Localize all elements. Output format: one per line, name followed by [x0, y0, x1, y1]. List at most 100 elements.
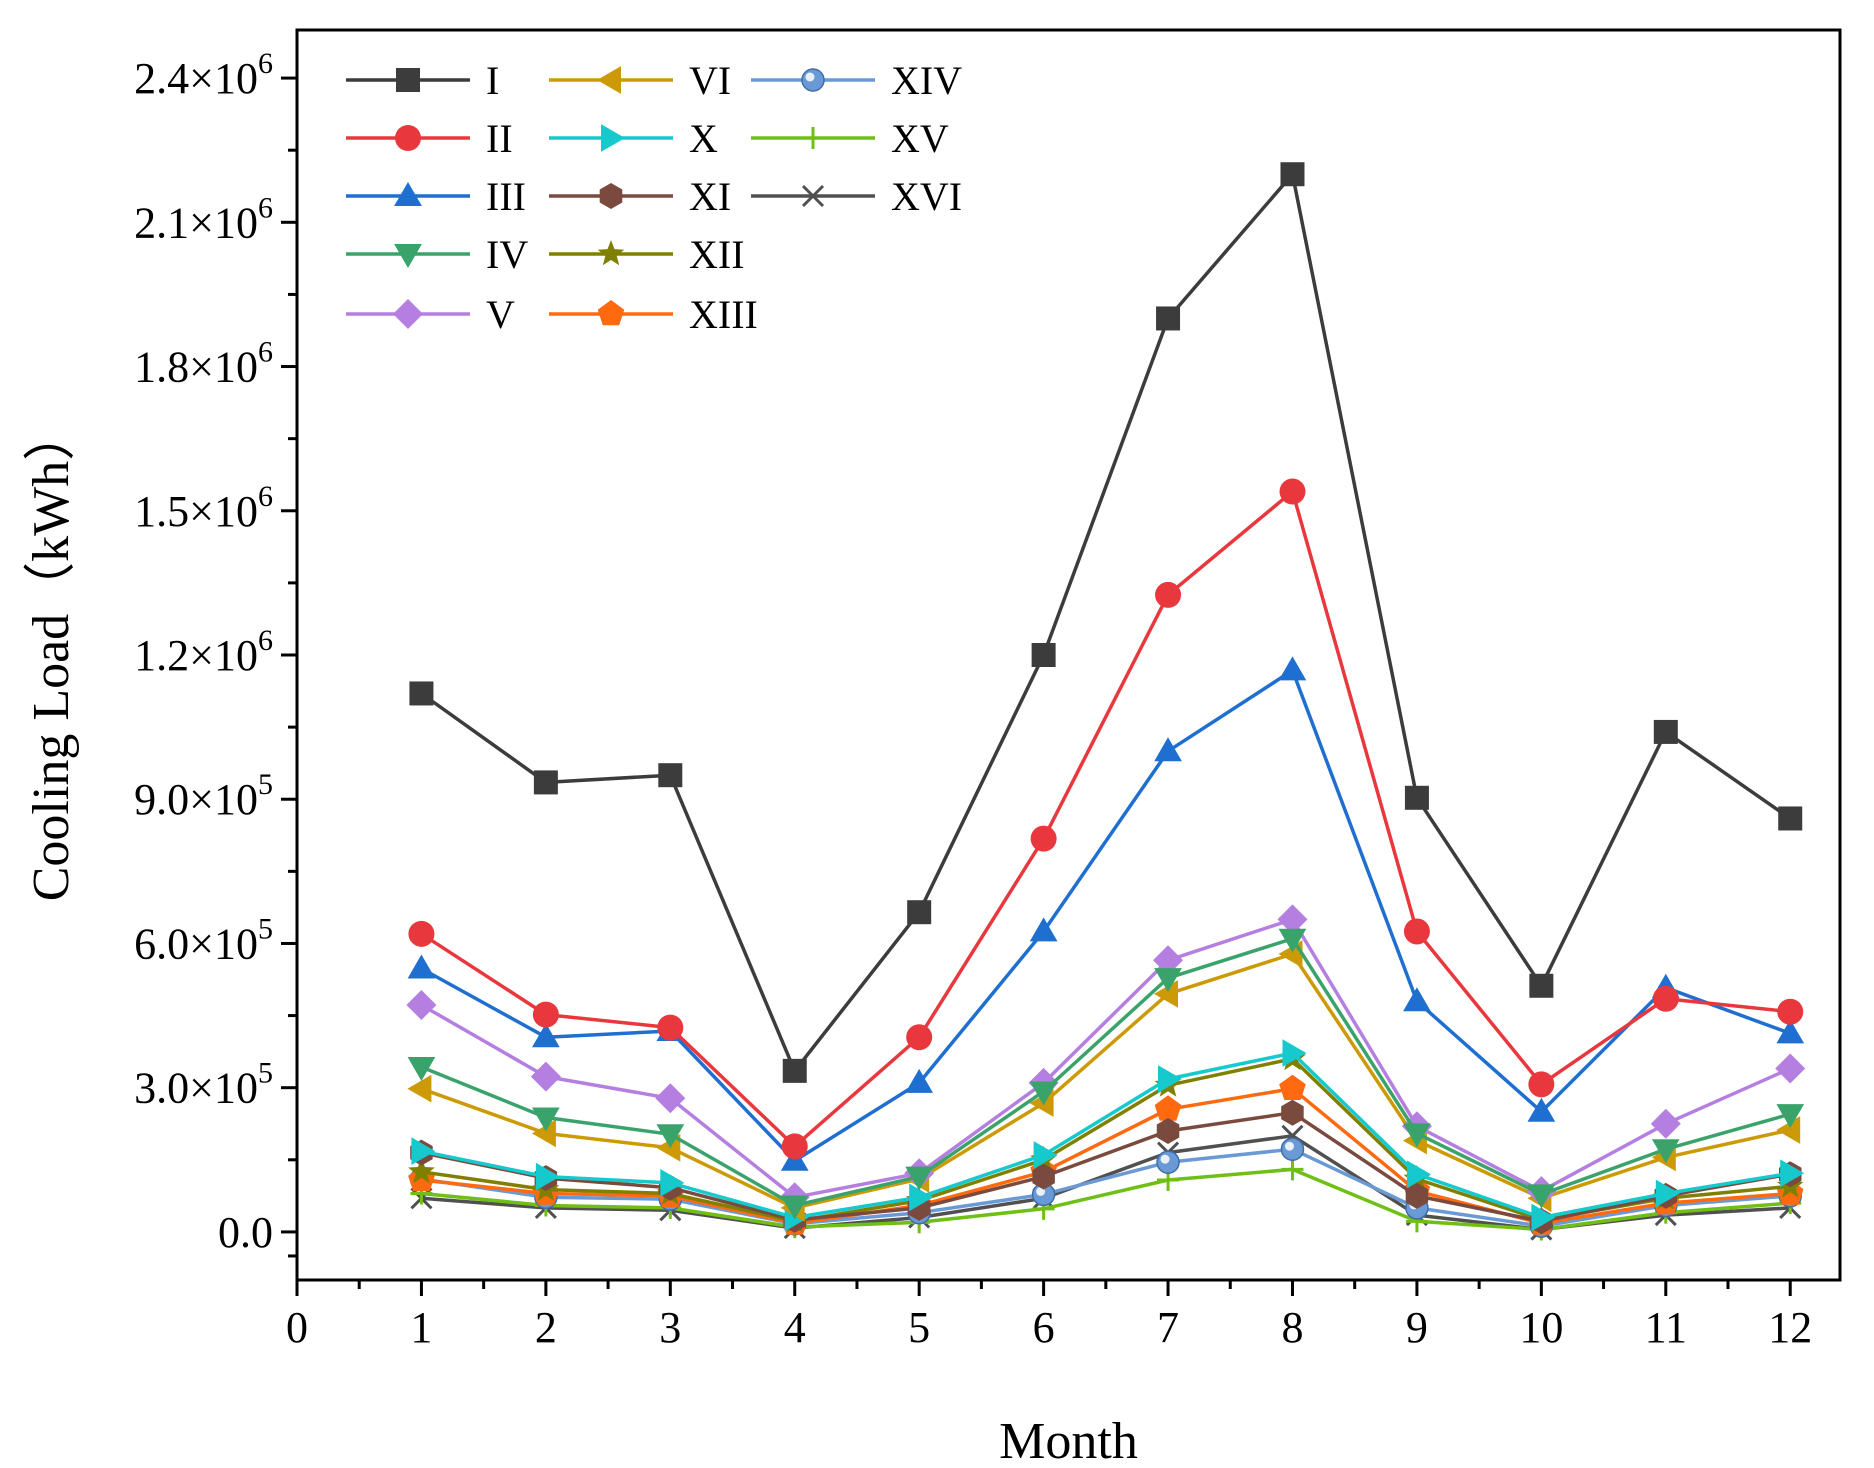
legend-item-V: V: [346, 292, 515, 337]
x-tick-label: 5: [908, 1303, 930, 1352]
legend-marker-IV: [394, 244, 422, 268]
y-tick-label: 0.0: [218, 1208, 273, 1257]
data-point-V: [1650, 1108, 1681, 1139]
data-point-X: [1780, 1159, 1805, 1188]
data-point-I: [1031, 643, 1056, 667]
series-line-I: [420, 172, 1792, 1073]
data-point-XIII: [1279, 1074, 1306, 1100]
series-IV: [407, 928, 1805, 1220]
data-point-I: [907, 900, 932, 925]
data-point-II: [1403, 918, 1430, 945]
y-tick-label: 1.2×106: [134, 624, 273, 680]
y-tick-label: 3.0×105: [134, 1057, 273, 1113]
data-point-III: [1403, 987, 1431, 1012]
legend-item-II: II: [346, 116, 513, 161]
legend-marker-X: [601, 124, 625, 152]
data-point-I: [533, 770, 558, 795]
data-point-II: [408, 920, 435, 947]
data-point-VI: [1154, 980, 1178, 1008]
series-line-XI: [421, 1110, 1791, 1224]
x-tick-label: 9: [1406, 1303, 1428, 1352]
data-point-XIV: [1156, 1150, 1180, 1174]
x-tick-label: 0: [286, 1303, 308, 1352]
legend-label: IV: [486, 232, 528, 277]
x-tick-label: 11: [1645, 1303, 1687, 1352]
series-line-IV: [420, 936, 1791, 1208]
data-point-IV: [656, 1124, 685, 1149]
legend-marker-XII: [597, 240, 625, 266]
series-I: [409, 162, 1803, 1083]
y-tick-label: 2.1×106: [134, 191, 273, 247]
data-point-I: [658, 763, 683, 788]
series-line-XIII: [421, 1086, 1791, 1226]
data-point-I: [1653, 719, 1678, 744]
data-point-X: [1655, 1179, 1680, 1208]
data-point-IV: [1278, 928, 1307, 953]
legend-marker-XV: [802, 127, 824, 149]
data-point-IV: [1651, 1139, 1680, 1164]
data-point-XIII: [1154, 1095, 1182, 1121]
legend-label: XI: [689, 174, 731, 219]
data-point-I: [409, 681, 434, 706]
data-point-XI: [1281, 1099, 1304, 1126]
series-line-X: [421, 1051, 1791, 1220]
legend-item-XIV: XIV: [751, 58, 962, 103]
x-tick-label: 2: [535, 1303, 557, 1352]
legend-label: XIII: [689, 292, 758, 337]
data-point-IV: [1403, 1123, 1431, 1148]
data-point-II: [1777, 998, 1804, 1025]
data-point-III: [1029, 917, 1058, 942]
data-point-II: [532, 1001, 559, 1028]
x-tick-label: 4: [784, 1303, 806, 1352]
legend-marker-XIII: [597, 300, 625, 326]
data-point-II: [906, 1024, 933, 1051]
x-tick-label: 8: [1281, 1303, 1303, 1352]
y-tick-label: 1.5×106: [134, 480, 273, 536]
x-tick-label: 3: [659, 1303, 681, 1352]
legend-marker-XI: [599, 183, 623, 209]
data-point-III: [1776, 1019, 1805, 1044]
data-point-III: [1278, 656, 1307, 681]
data-point-V: [530, 1061, 561, 1092]
legend-marker-III: [394, 182, 422, 206]
legend-label: XIV: [891, 58, 962, 103]
data-point-X: [1033, 1141, 1058, 1169]
legend-item-I: I: [346, 58, 499, 103]
legend-item-VI: VI: [549, 58, 731, 103]
legend-label: II: [486, 116, 513, 161]
series-line-VI: [420, 952, 1791, 1210]
y-tick-label: 9.0×105: [134, 768, 273, 824]
data-point-I: [1156, 306, 1181, 331]
legend-label: V: [486, 292, 515, 337]
y-tick-label: 2.4×106: [134, 47, 273, 103]
y-tick-label: 6.0×105: [134, 912, 273, 968]
series-X: [411, 1039, 1805, 1232]
legend-item-XV: XV: [751, 116, 949, 161]
data-point-II: [657, 1014, 684, 1041]
y-axis-title: Cooling Load（kWh）: [23, 409, 80, 902]
series-line-XIV: [421, 1147, 1791, 1228]
x-tick-label: 1: [410, 1303, 432, 1352]
data-point-I: [1529, 973, 1554, 998]
data-point-I: [1778, 806, 1803, 831]
data-point-V: [1153, 945, 1183, 976]
legend-label: I: [486, 58, 499, 103]
data-point-XII: [408, 1157, 435, 1184]
data-point-XIV: [1280, 1137, 1305, 1161]
legend-item-XII: XII: [549, 232, 745, 277]
data-point-II: [781, 1133, 808, 1160]
data-point-IV: [532, 1107, 560, 1132]
legend-item-X: X: [549, 116, 718, 161]
data-point-XI: [1032, 1163, 1055, 1190]
legend-item-XI: XI: [549, 174, 731, 219]
data-point-V: [406, 990, 437, 1020]
series-line-II: [420, 489, 1791, 1149]
data-point-I: [1404, 785, 1429, 810]
legend-item-III: III: [346, 174, 526, 219]
series-III: [407, 656, 1805, 1171]
y-tick-label: 1.8×106: [134, 336, 273, 392]
data-point-II: [1652, 985, 1679, 1012]
x-tick-label: 7: [1157, 1303, 1179, 1352]
legend-item-IV: IV: [346, 232, 528, 277]
